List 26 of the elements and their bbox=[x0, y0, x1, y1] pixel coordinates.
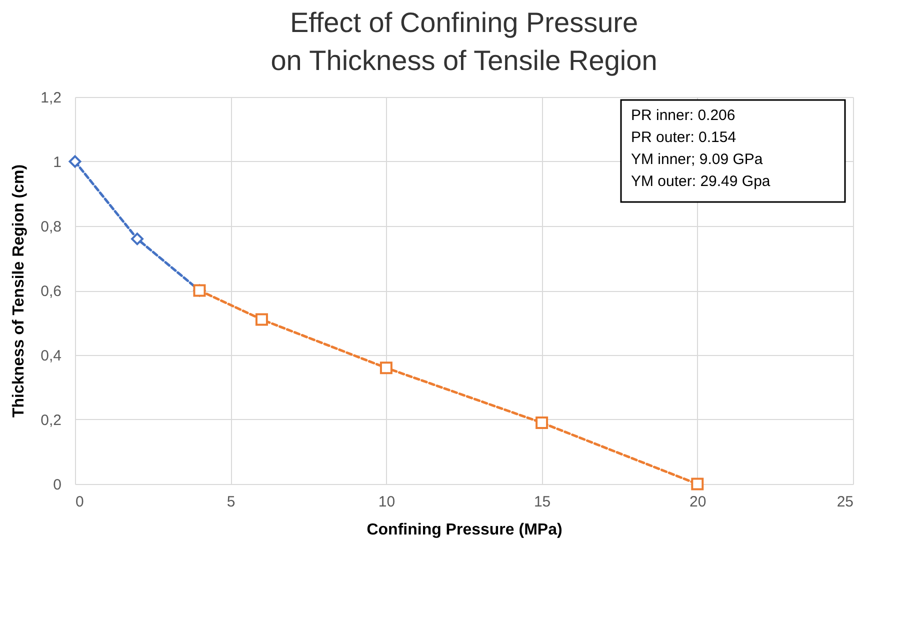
x-tick-label: 20 bbox=[690, 494, 706, 510]
x-tick-label: 5 bbox=[226, 494, 236, 510]
point bbox=[255, 313, 268, 326]
y-axis-title: Thickness of Tensile Region (cm) bbox=[10, 164, 28, 418]
x-tick-label: 0 bbox=[76, 494, 84, 510]
point bbox=[691, 478, 704, 490]
y-tick-label: 0,6 bbox=[40, 283, 62, 300]
y-tick-label: 1,2 bbox=[40, 90, 62, 106]
x-tick-label: 15 bbox=[534, 494, 551, 510]
y-tick-label: 1 bbox=[53, 154, 62, 171]
point bbox=[130, 232, 144, 246]
x-tick-label: 10 bbox=[378, 494, 396, 510]
point bbox=[536, 416, 548, 429]
annotation: YM outer: 29.49 Gpa bbox=[631, 173, 771, 190]
point bbox=[68, 155, 82, 168]
chart-title: Effect of Confining Pressure on Thickness of Tensile Region bbox=[270, 7, 658, 76]
x-tick-label: 25 bbox=[836, 494, 854, 510]
y-tick-label: 0,8 bbox=[40, 218, 62, 236]
annotation: YM inner; 9.09 GPa bbox=[631, 151, 764, 168]
y-tick-label: 0 bbox=[53, 476, 62, 494]
annotation: PR inner: 0.206 bbox=[631, 107, 736, 124]
point bbox=[380, 362, 392, 374]
y-tick-label: 0,2 bbox=[40, 412, 62, 429]
y-tick-label: 0,4 bbox=[40, 348, 62, 364]
x-axis-title: Confining Pressure (MPa) bbox=[366, 522, 562, 538]
annotation: PR outer: 0.154 bbox=[631, 129, 736, 146]
